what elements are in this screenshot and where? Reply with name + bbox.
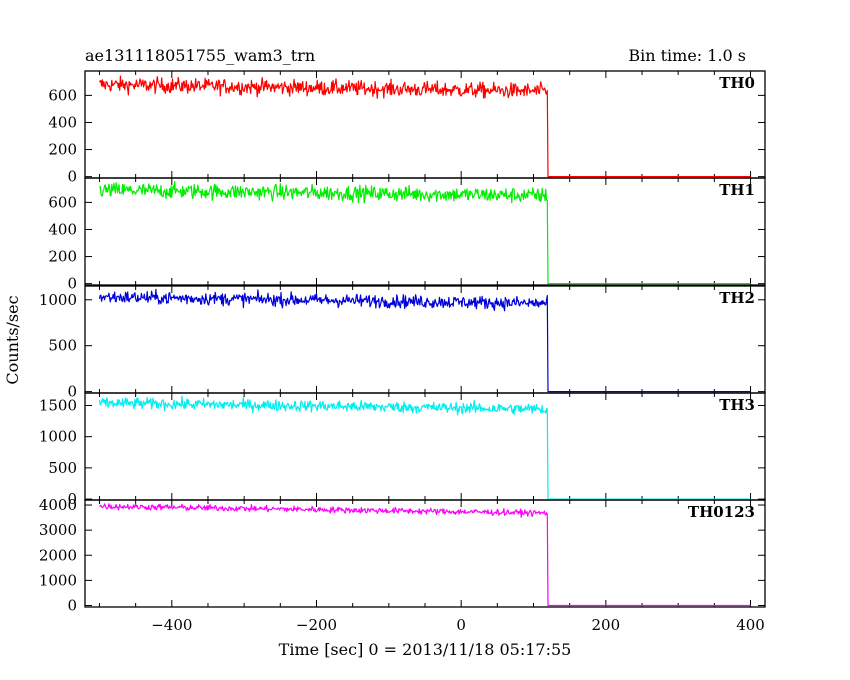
y-tick-label: 0 <box>67 383 77 401</box>
y-tick-label: 4000 <box>39 496 77 514</box>
panel-th0123: 0 1000 2000 3000 4000 TH0123 <box>39 496 766 614</box>
y-tick-label: 400 <box>48 113 77 131</box>
y-tick-label: 600 <box>48 86 77 104</box>
x-tick-label: 200 <box>592 616 621 634</box>
y-tick-label: 500 <box>48 459 77 477</box>
series-line-th2 <box>98 288 751 393</box>
panel-th3: 0 500 1000 1500 TH3 <box>39 392 766 508</box>
panel-label: TH0123 <box>688 503 755 521</box>
x-tick-label: −200 <box>296 616 337 634</box>
y-tick-label: 1500 <box>39 396 77 414</box>
y-tick-label: 0 <box>67 275 77 293</box>
series-line-th3 <box>98 395 751 500</box>
y-tick-label: 200 <box>48 141 77 159</box>
y-tick-label: 0 <box>67 596 77 614</box>
x-tick-label: −400 <box>151 616 192 634</box>
panel-frame <box>84 499 766 608</box>
bin-time-label: Bin time: 1.0 s <box>628 46 746 65</box>
y-tick-label: 400 <box>48 220 77 238</box>
y-tick-label: 1000 <box>39 571 77 589</box>
series-line-th0 <box>98 75 751 178</box>
y-tick-label: 200 <box>48 248 77 266</box>
y-tick-label: 1000 <box>39 291 77 309</box>
panel-frame <box>84 177 766 286</box>
panel-label: TH2 <box>719 289 755 307</box>
y-tick-label: 0 <box>67 490 77 508</box>
panel-th1: 0 200 400 600 TH1 <box>48 177 766 293</box>
panel-label: TH1 <box>719 181 755 199</box>
y-tick-label: 1000 <box>39 428 77 446</box>
y-tick-label: 2000 <box>39 546 77 564</box>
series-line-th0123 <box>99 503 751 607</box>
chart-title: ae131118051755_wam3_trn <box>85 46 315 65</box>
panel-label: TH0 <box>719 74 755 92</box>
panels-group: 0 200 400 600 TH0 0 200 400 600 TH1 0 500 1000 TH2 0 50… <box>39 70 766 634</box>
x-tick-label: 400 <box>736 616 765 634</box>
y-tick-label: 500 <box>48 337 77 355</box>
panel-frame <box>84 392 766 501</box>
x-axis-label: Time [sec] 0 = 2013/11/18 05:17:55 <box>279 640 572 659</box>
series-line-th1 <box>98 181 751 285</box>
panel-th2: 0 500 1000 TH2 <box>39 285 766 401</box>
panel-label: TH3 <box>719 396 755 414</box>
panel-th0: 0 200 400 600 TH0 <box>48 70 766 186</box>
y-tick-label: 0 <box>67 168 77 186</box>
y-axis-label: Counts/sec <box>3 295 22 384</box>
y-tick-label: 600 <box>48 193 77 211</box>
x-tick-label: 0 <box>456 616 466 634</box>
y-tick-label: 3000 <box>39 521 77 539</box>
